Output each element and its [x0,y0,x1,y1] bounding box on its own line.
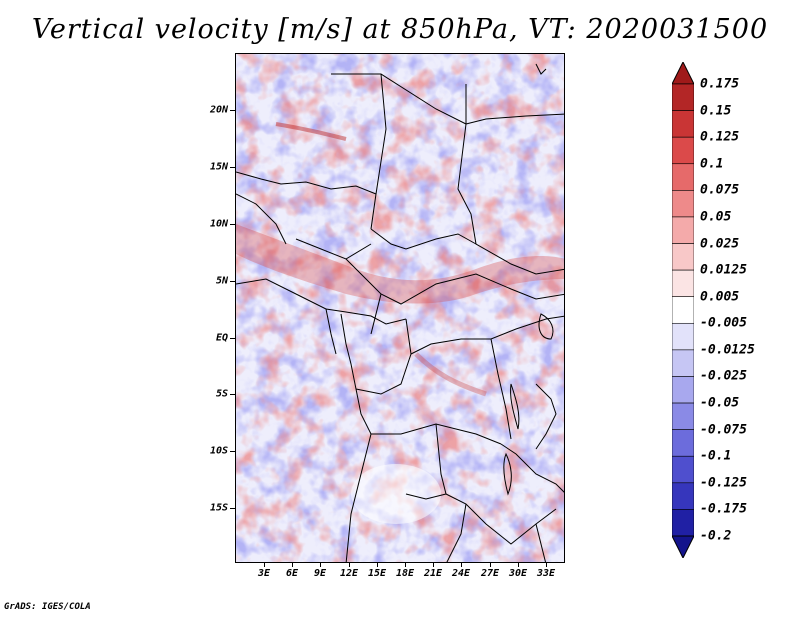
lat-label-eq: EQ [215,332,228,344]
lon-label-21e: 21E [423,568,443,579]
lon-tick [518,563,519,567]
colorbar-label: -0.2 [700,528,732,544]
lon-label-9e: 9E [313,568,327,579]
colorbar-label: 0.175 [700,76,740,92]
lat-label-20n: 20N [209,104,228,116]
lon-tick [264,563,265,567]
lat-label-15s: 15S [209,502,228,514]
colorbar-cell [672,163,694,191]
lat-label-10s: 10S [209,445,228,457]
lat-tick [230,167,235,168]
lat-tick [230,338,235,339]
lon-label-6e: 6E [285,568,299,579]
colorbar-cell [672,322,694,351]
colorbar-arrow-bottom [672,535,694,558]
lat-tick [230,394,235,395]
lat-label-5n: 5N [215,275,228,287]
lat-tick [230,281,235,282]
lon-tick [320,563,321,567]
lon-label-33e: 33E [536,568,556,579]
colorbar-cell [672,243,694,271]
lon-tick [546,563,547,567]
colorbar-label: 0.0125 [700,262,747,278]
lon-label-12e: 12E [339,568,359,579]
colorbar-cell [672,83,694,111]
colorbar-label: -0.005 [700,315,747,331]
colorbar-cell [672,402,694,430]
lon-label-15e: 15E [367,568,387,579]
colorbar-label: -0.075 [700,422,747,438]
lon-tick [405,563,406,567]
colorbar-label: -0.05 [700,395,740,411]
map-title: Vertical velocity [m/s] at 850hPa, VT: 2… [31,14,769,45]
colorbar-cell [672,349,694,377]
colorbar-label: -0.175 [700,501,747,517]
colorbar-label: -0.0125 [700,342,755,358]
lat-tick [230,110,235,111]
colorbar-label: -0.125 [700,475,747,491]
lon-tick [349,563,350,567]
colorbar-cell [672,429,694,457]
colorbar-label: 0.005 [700,289,740,305]
colorbar-label: 0.05 [700,209,732,225]
lon-label-18e: 18E [395,568,415,579]
colorbar-arrow-top [672,62,694,85]
lat-tick [230,508,235,509]
velocity-field [236,54,564,562]
colorbar-cell [672,296,694,324]
colorbar-cell [672,455,694,484]
colorbar [672,62,694,558]
colorbar-cell [672,190,694,218]
colorbar-label: -0.1 [700,448,732,464]
lon-tick [377,563,378,567]
lon-label-30e: 30E [508,568,528,579]
colorbar-label: 0.1 [700,156,724,172]
footer-credit: GrADS: IGES/COLA [4,602,91,612]
lat-label-5s: 5S [215,388,228,400]
colorbar-cell [672,509,694,537]
lon-tick [490,563,491,567]
lat-tick [230,451,235,452]
lon-tick [292,563,293,567]
colorbar-label: -0.025 [700,368,747,384]
colorbar-label: 0.15 [700,103,732,119]
lon-label-27e: 27E [480,568,500,579]
lon-label-3e: 3E [257,568,271,579]
colorbar-label: 0.125 [700,129,740,145]
colorbar-cell [672,136,694,165]
colorbar-label: 0.025 [700,236,740,252]
colorbar-cell [672,482,694,510]
lat-label-15n: 15N [209,161,228,173]
lon-label-24e: 24E [451,568,471,579]
lon-tick [461,563,462,567]
colorbar-cell [672,376,694,404]
lat-label-10n: 10N [209,218,228,230]
map-panel [235,53,565,563]
colorbar-cell [672,269,694,298]
lon-tick [433,563,434,567]
colorbar-label: 0.075 [700,182,740,198]
colorbar-cell [672,216,694,244]
lat-tick [230,224,235,225]
colorbar-cell [672,110,694,138]
